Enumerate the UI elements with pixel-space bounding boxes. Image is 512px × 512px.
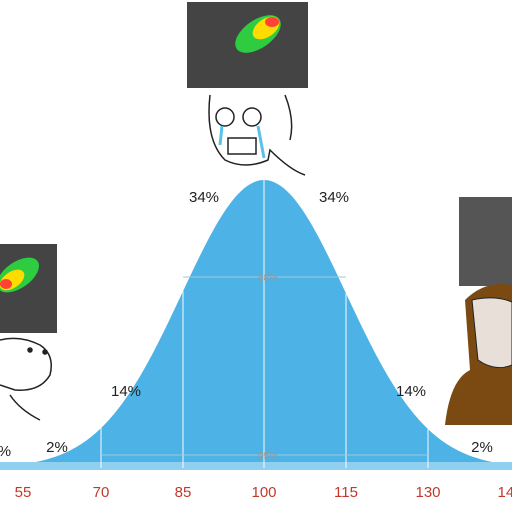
percent-label: 34%: [189, 189, 219, 206]
x-label: 55: [15, 484, 32, 501]
x-label: 145: [497, 484, 512, 501]
band-label: 95%: [258, 451, 278, 462]
x-label: 100: [251, 484, 276, 501]
percent-label: 0.1%: [0, 443, 11, 460]
band-label: 68%: [258, 273, 278, 284]
heatmap: [459, 197, 512, 286]
bell-curve: [0, 180, 512, 468]
percent-label: 34%: [319, 189, 349, 206]
percent-label: 2%: [46, 439, 68, 456]
sd-lines: [100, 180, 429, 468]
simple-face: [0, 337, 52, 421]
heatmap: [187, 2, 308, 88]
baseline: [0, 462, 512, 470]
x-label: 70: [93, 484, 110, 501]
percent-label: 14%: [396, 383, 426, 400]
crying-face: [208, 94, 306, 176]
percent-label: 2%: [471, 439, 493, 456]
percent-label: 14%: [111, 383, 141, 400]
hooded-face: [445, 284, 512, 425]
x-label: 85: [175, 484, 192, 501]
heatmap: [0, 244, 57, 333]
x-label: 130: [415, 484, 440, 501]
x-label: 115: [334, 484, 358, 501]
